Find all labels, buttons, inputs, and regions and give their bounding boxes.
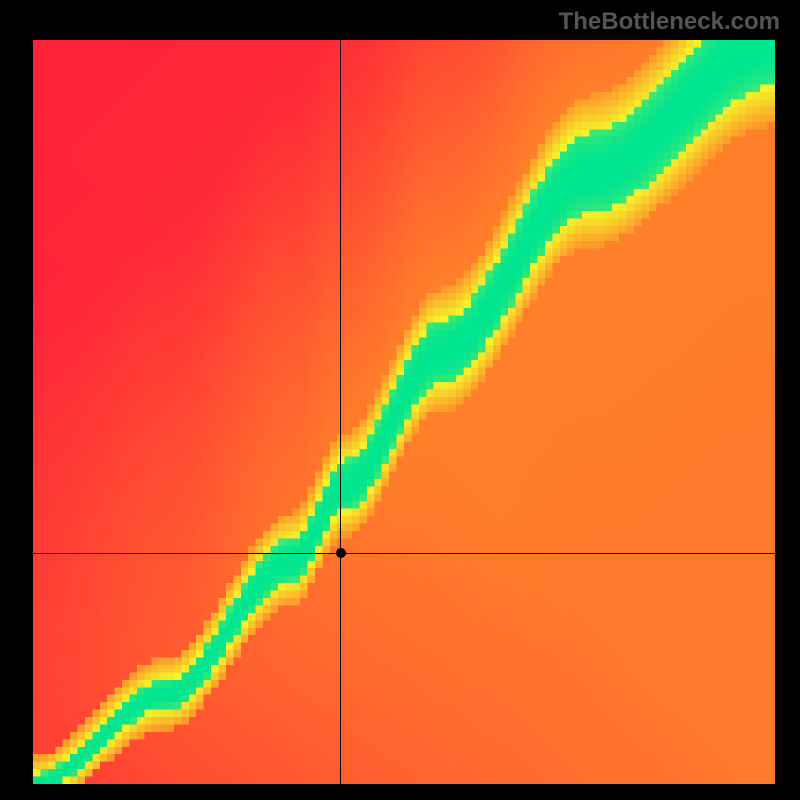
bottleneck-heatmap [33, 40, 775, 784]
watermark-text: TheBottleneck.com [559, 8, 780, 36]
crosshair-horizontal [33, 553, 775, 554]
crosshair-vertical [340, 40, 341, 784]
data-point-marker [336, 548, 346, 558]
